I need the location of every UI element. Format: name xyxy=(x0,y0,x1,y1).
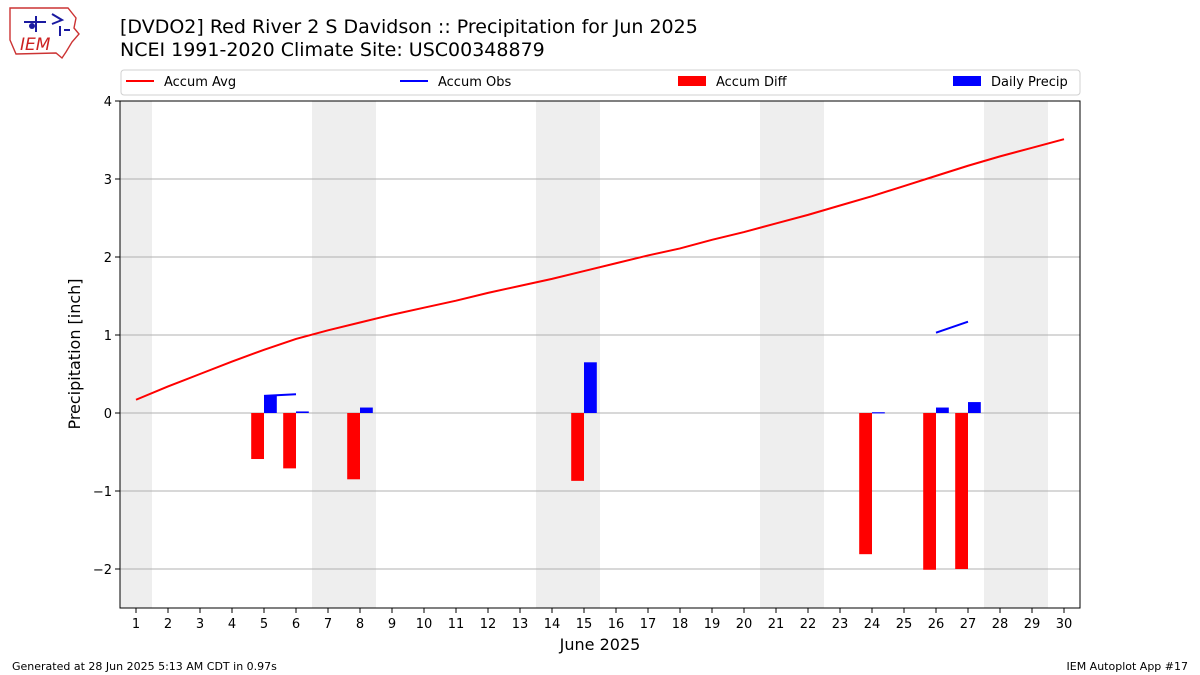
y-axis-label: Precipitation [inch] xyxy=(65,278,84,429)
x-tick-label: 6 xyxy=(292,617,300,632)
accum-obs-line xyxy=(935,320,969,334)
weekend-band xyxy=(120,101,152,608)
x-tick-label: 5 xyxy=(260,617,268,632)
daily-precip-bar xyxy=(968,402,981,413)
legend-label: Daily Precip xyxy=(991,75,1068,90)
x-tick-label: 10 xyxy=(416,617,433,632)
x-tick-label: 21 xyxy=(768,617,785,632)
accum-diff-bars xyxy=(251,413,968,570)
accum-diff-bar xyxy=(571,413,584,481)
x-tick-label: 13 xyxy=(512,617,529,632)
accum-avg-series xyxy=(135,138,1065,401)
x-tick-label: 3 xyxy=(196,617,204,632)
weekend-shading xyxy=(120,101,1048,608)
y-tick-label: 0 xyxy=(104,407,112,422)
accum-diff-bar xyxy=(859,413,872,555)
chart-subtitle: NCEI 1991-2020 Climate Site: USC00348879 xyxy=(120,39,545,61)
x-tick-label: 12 xyxy=(480,617,497,632)
x-tick-label: 11 xyxy=(448,617,465,632)
x-tick-label: 2 xyxy=(164,617,172,632)
plot-frame xyxy=(119,100,1081,609)
daily-precip-bar xyxy=(360,407,373,413)
x-tick-label: 26 xyxy=(928,617,945,632)
accum-avg-line xyxy=(135,138,1065,401)
y-tick-label: 3 xyxy=(104,173,112,188)
x-tick-label: 7 xyxy=(324,617,332,632)
accum-obs-line xyxy=(263,393,297,397)
y-tick-label: −2 xyxy=(93,563,112,578)
app-credit: IEM Autoplot App #17 xyxy=(1066,660,1189,673)
weekend-band xyxy=(312,101,376,608)
daily-precip-bar xyxy=(584,362,597,413)
logo-text: IEM xyxy=(20,35,51,55)
x-tick-label: 4 xyxy=(228,617,236,632)
legend-label: Accum Obs xyxy=(438,75,511,90)
accum-diff-bar xyxy=(283,413,296,469)
accum-diff-bar xyxy=(251,413,264,460)
x-tick-label: 29 xyxy=(1024,617,1041,632)
x-tick-label: 25 xyxy=(896,617,913,632)
daily-precip-bars xyxy=(264,362,981,414)
x-tick-label: 15 xyxy=(576,617,593,632)
weekend-band xyxy=(536,101,600,608)
daily-precip-bar xyxy=(264,395,277,413)
accum-diff-bar xyxy=(347,413,360,480)
accum-diff-bar xyxy=(923,413,936,570)
x-tick-label: 14 xyxy=(544,617,561,632)
x-tick-label: 20 xyxy=(736,617,753,632)
x-tick-label: 27 xyxy=(960,617,977,632)
y-tick-label: 4 xyxy=(104,95,112,110)
y-axis: −2 −1 0 1 2 3 4 xyxy=(93,95,120,578)
x-tick-label: 9 xyxy=(388,617,396,632)
x-axis-label: June 2025 xyxy=(559,635,641,654)
iem-logo: IEM xyxy=(6,4,82,60)
legend-label: Accum Avg xyxy=(164,75,236,90)
legend-swatch xyxy=(953,76,981,86)
legend-label: Accum Diff xyxy=(716,75,788,90)
y-tick-label: 1 xyxy=(104,329,112,344)
daily-precip-bar xyxy=(872,412,885,414)
weekend-band xyxy=(760,101,824,608)
grid-lines xyxy=(120,100,1080,570)
x-tick-label: 24 xyxy=(864,617,881,632)
accum-obs-series xyxy=(263,320,969,397)
daily-precip-bar xyxy=(296,411,309,413)
x-tick-label: 30 xyxy=(1056,617,1073,632)
x-tick-label: 22 xyxy=(800,617,817,632)
x-axis: 1 2 3 4 5 6 7 8 9 10 11 12 13 14 15 16 17 18 19 20 21 22 23 24 2… xyxy=(132,608,1072,632)
legend-swatch xyxy=(678,76,706,86)
x-tick-label: 28 xyxy=(992,617,1009,632)
y-tick-label: 2 xyxy=(104,251,112,266)
legend-box xyxy=(120,69,1081,96)
weekend-band xyxy=(984,101,1048,608)
daily-precip-bar xyxy=(936,407,949,413)
generated-note: Generated at 28 Jun 2025 5:13 AM CDT in … xyxy=(12,660,277,673)
x-tick-label: 8 xyxy=(356,617,364,632)
x-tick-label: 23 xyxy=(832,617,849,632)
legend: Accum Avg Accum Obs Accum Diff Daily Precip xyxy=(120,69,1081,96)
accum-diff-bar xyxy=(955,413,968,569)
x-tick-label: 1 xyxy=(132,617,140,632)
chart-title: [DVDO2] Red River 2 S Davidson :: Precip… xyxy=(120,16,698,38)
x-tick-label: 17 xyxy=(640,617,657,632)
x-tick-label: 19 xyxy=(704,617,721,632)
y-tick-label: −1 xyxy=(93,485,112,500)
x-tick-label: 18 xyxy=(672,617,689,632)
x-tick-label: 16 xyxy=(608,617,625,632)
